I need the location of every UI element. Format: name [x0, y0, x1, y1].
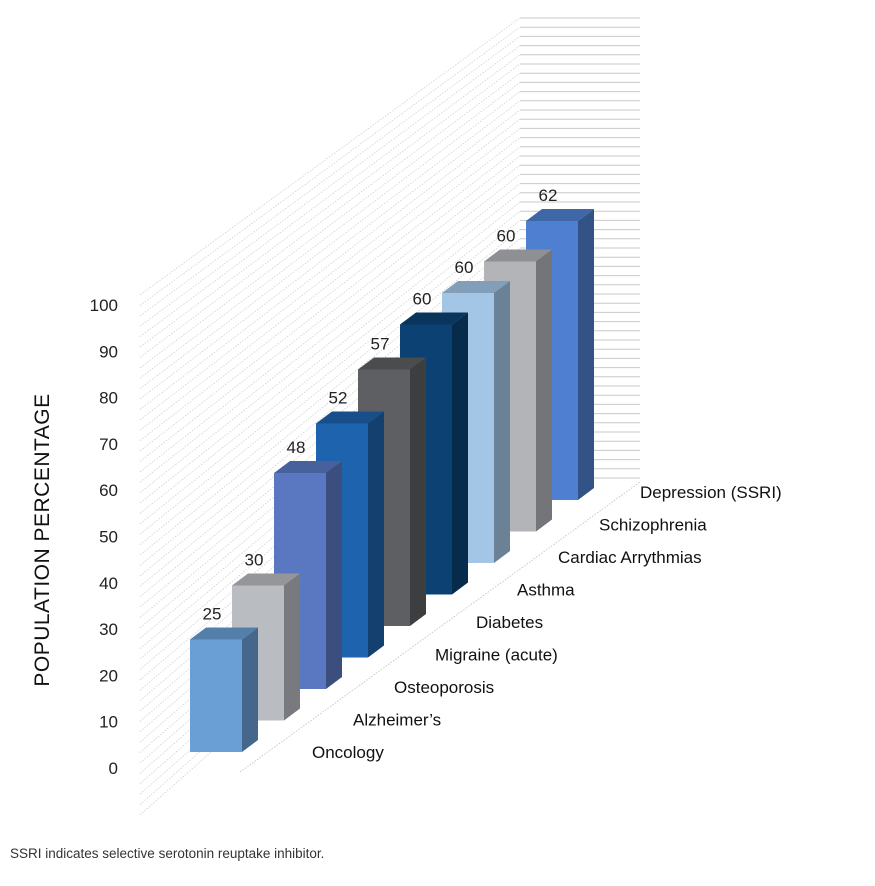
data-label: 62	[539, 186, 558, 205]
y-tick-label: 50	[99, 528, 118, 547]
bar-top	[274, 461, 342, 473]
data-label: 30	[245, 551, 264, 570]
y-axis-label: POPULATION PERCENTAGE	[31, 393, 54, 686]
y-axis: 0 10 20 30 40 50 60 70 80 90 100	[90, 296, 118, 778]
y-tick-label: 90	[99, 342, 118, 361]
category-label: Migraine (acute)	[435, 646, 558, 665]
bar-side	[242, 627, 258, 752]
bar-top	[232, 573, 300, 586]
y-tick-label: 40	[99, 574, 118, 593]
bar-top	[442, 281, 510, 293]
y-tick-label: 60	[99, 481, 118, 500]
data-label: 57	[371, 335, 390, 354]
bar-top	[190, 627, 258, 640]
bar-top	[526, 209, 594, 221]
category-label: Cardiac Arrythmias	[558, 548, 702, 567]
category-label: Schizophrenia	[599, 516, 707, 535]
bars: 62 60 60 60 57 52 48 30 25	[190, 186, 594, 752]
y-tick-label: 20	[99, 666, 118, 685]
bar-side	[536, 249, 552, 532]
footnote: SSRI indicates selective serotonin reupt…	[10, 846, 325, 861]
y-tick-label: 80	[99, 389, 118, 408]
bar-side	[326, 461, 342, 689]
category-labels: Oncology Alzheimer’s Osteoporosis Migraine …	[312, 483, 782, 762]
y-tick-label: 0	[109, 759, 118, 778]
bar-side	[410, 357, 426, 626]
category-label: Asthma	[517, 581, 575, 600]
bar-top	[484, 249, 552, 262]
data-label: 60	[455, 258, 474, 277]
bar-chart: 0 10 20 30 40 50 60 70 80 90 100 POPULATION PERCEN…	[31, 17, 782, 816]
data-label: 60	[497, 227, 516, 246]
bar-side	[368, 411, 384, 658]
bar: 25	[190, 605, 258, 752]
data-label: 25	[203, 605, 222, 624]
category-label: Osteoporosis	[394, 678, 494, 697]
bar-top	[400, 312, 468, 325]
bar-top	[358, 357, 426, 370]
category-label: Oncology	[312, 743, 384, 762]
bar-side	[494, 281, 510, 563]
bar-side	[452, 312, 468, 595]
data-label: 48	[287, 438, 306, 457]
category-label: Depression (SSRI)	[640, 483, 782, 502]
data-label: 52	[329, 389, 348, 408]
category-label: Diabetes	[476, 613, 543, 632]
bar-front	[190, 639, 242, 752]
bar-top	[316, 411, 384, 424]
y-tick-label: 100	[90, 296, 118, 315]
data-label: 60	[413, 290, 432, 309]
category-label: Alzheimer’s	[353, 711, 441, 730]
y-tick-label: 70	[99, 435, 118, 454]
bar-side	[578, 209, 594, 500]
y-tick-label: 10	[99, 713, 118, 732]
y-tick-label: 30	[99, 620, 118, 639]
bar-side	[284, 573, 300, 721]
